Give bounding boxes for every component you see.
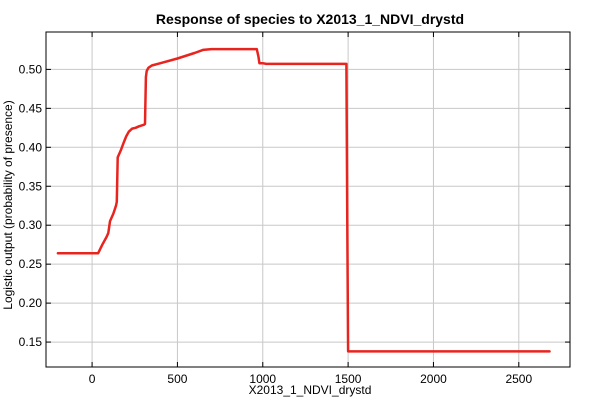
x-tick-label: 0 xyxy=(89,372,96,386)
y-axis-label: Logistic output (probability of presence… xyxy=(1,100,15,309)
chart-title: Response of species to X2013_1_NDVI_drys… xyxy=(156,11,464,27)
axis-ticks: 0 500 1000 1500 2000 2500 0.15 0.20 0.25 0.30 0.35… xyxy=(19,32,570,386)
series-group xyxy=(56,47,551,353)
y-tick-label: 0.20 xyxy=(19,296,43,310)
x-tick-label: 2500 xyxy=(505,372,532,386)
y-tick-label: 0.25 xyxy=(19,257,43,271)
y-tick-label: 0.50 xyxy=(19,62,43,76)
y-tick-label: 0.45 xyxy=(19,101,43,115)
x-tick-label: 1000 xyxy=(249,372,276,386)
y-tick-label: 0.35 xyxy=(19,179,43,193)
x-tick-label: 2000 xyxy=(420,372,447,386)
grid xyxy=(46,32,570,367)
response-curve-line xyxy=(56,47,551,353)
plot-frame xyxy=(45,31,571,368)
x-axis-label: X2013_1_NDVI_drystd xyxy=(249,383,372,397)
x-tick-label: 1500 xyxy=(335,372,362,386)
x-tick-label: 500 xyxy=(167,372,187,386)
y-tick-label: 0.15 xyxy=(19,335,43,349)
y-tick-label: 0.30 xyxy=(19,218,43,232)
y-tick-label: 0.40 xyxy=(19,140,43,154)
